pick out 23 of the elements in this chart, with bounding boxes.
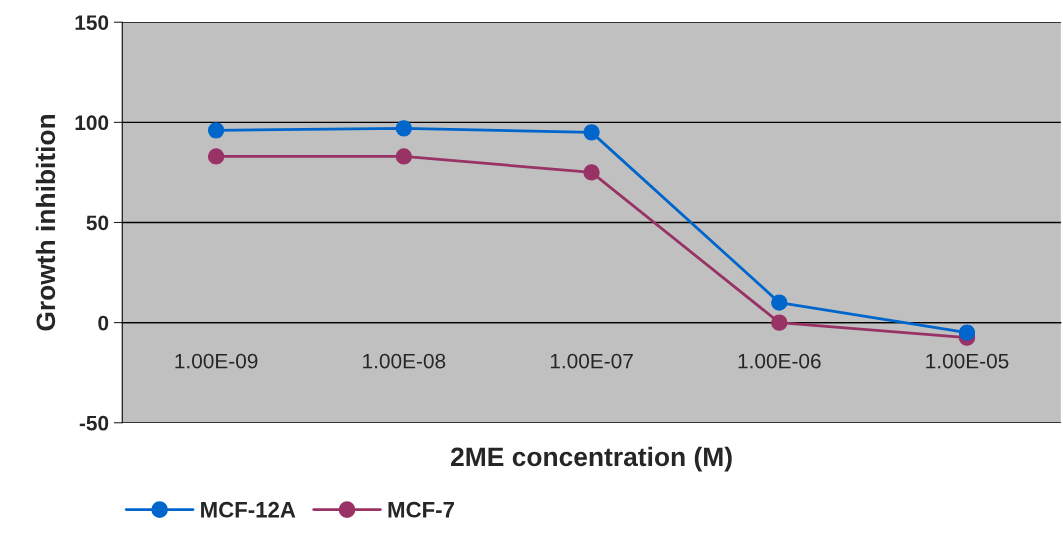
x-tick-label: 1.00E-06 — [738, 353, 821, 369]
x-tick-label: 1.00E-08 — [363, 353, 446, 369]
point — [583, 124, 600, 141]
y-tick-label: 0 — [98, 315, 109, 331]
y-tick-label: 50 — [86, 215, 109, 231]
point — [958, 324, 976, 341]
y-tick-label: -50 — [79, 415, 109, 431]
point — [771, 294, 788, 311]
point — [395, 148, 412, 165]
point — [207, 148, 225, 165]
point — [207, 122, 225, 139]
point — [395, 120, 412, 137]
x-tick-label: 1.00E-05 — [926, 353, 1009, 369]
legend-label: MCF-7 — [388, 501, 454, 518]
y-tick-label: 150 — [75, 15, 109, 30]
y-tick-label: 100 — [75, 115, 109, 131]
y-axis-title: Growth inhibition — [35, 114, 56, 331]
legend-label: MCF-12A — [201, 501, 296, 518]
x-tick-label: 1.00E-07 — [550, 353, 633, 369]
x-axis-title: 2ME concentration (M) — [451, 446, 732, 472]
x-tick-label: 1.00E-09 — [175, 353, 258, 369]
point — [583, 164, 600, 181]
point — [771, 314, 788, 331]
